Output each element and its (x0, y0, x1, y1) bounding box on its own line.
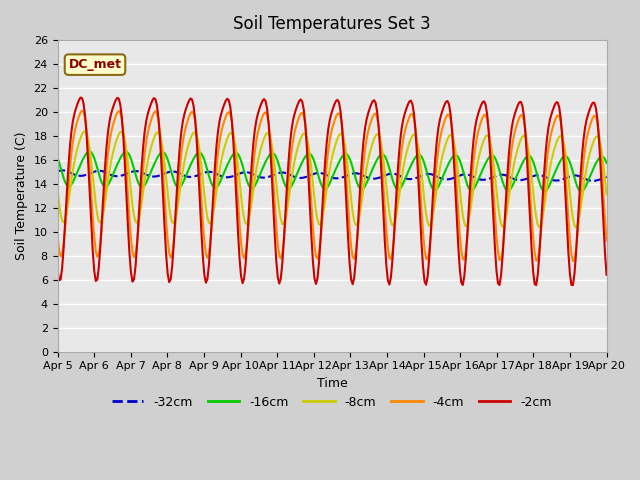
-32cm (246, 170, 254, 176)
-16cm (573, 184, 581, 190)
-4cm (575, 212, 583, 217)
-2cm (295, 98, 303, 104)
-16cm (603, 160, 611, 166)
-8cm (295, 140, 303, 146)
-32cm (237, 170, 245, 176)
-8cm (572, 225, 580, 230)
-4cm (246, 201, 254, 206)
Y-axis label: Soil Temperature (C): Soil Temperature (C) (15, 132, 28, 260)
-16cm (577, 189, 584, 194)
-32cm (603, 174, 611, 180)
-8cm (122, 147, 130, 153)
-32cm (573, 173, 581, 179)
-4cm (295, 114, 303, 120)
X-axis label: Time: Time (317, 377, 348, 390)
Line: -16cm: -16cm (58, 151, 607, 192)
-16cm (122, 149, 130, 155)
-2cm (219, 106, 227, 112)
-16cm (86, 148, 93, 154)
-32cm (122, 171, 130, 177)
-2cm (122, 191, 130, 197)
-8cm (219, 151, 227, 157)
-2cm (246, 185, 254, 191)
-4cm (237, 240, 245, 246)
-32cm (219, 174, 227, 180)
-2cm (77, 95, 84, 100)
Legend: -32cm, -16cm, -8cm, -4cm, -2cm: -32cm, -16cm, -8cm, -4cm, -2cm (108, 391, 557, 414)
Line: -4cm: -4cm (58, 110, 607, 261)
-4cm (569, 258, 577, 264)
-16cm (219, 173, 227, 179)
-8cm (603, 192, 611, 197)
-16cm (295, 166, 303, 172)
-16cm (237, 158, 245, 164)
-4cm (122, 168, 130, 173)
-8cm (81, 129, 89, 134)
-2cm (569, 282, 577, 288)
Text: DC_met: DC_met (68, 58, 122, 71)
-4cm (603, 238, 611, 243)
Line: -2cm: -2cm (58, 97, 607, 285)
-32cm (295, 175, 303, 181)
-8cm (246, 209, 254, 215)
-32cm (589, 178, 596, 184)
-8cm (237, 193, 245, 199)
-32cm (54, 168, 61, 174)
Line: -8cm: -8cm (58, 132, 607, 228)
-2cm (54, 266, 61, 272)
-32cm (58, 168, 66, 173)
-4cm (219, 123, 227, 129)
-8cm (54, 186, 61, 192)
-2cm (575, 199, 583, 204)
-2cm (237, 273, 245, 279)
-4cm (54, 232, 61, 238)
-16cm (54, 155, 61, 160)
-16cm (246, 185, 254, 191)
-2cm (603, 272, 611, 278)
Line: -32cm: -32cm (58, 170, 607, 181)
-4cm (78, 108, 86, 113)
Title: Soil Temperatures Set 3: Soil Temperatures Set 3 (233, 15, 431, 33)
-8cm (575, 216, 583, 221)
